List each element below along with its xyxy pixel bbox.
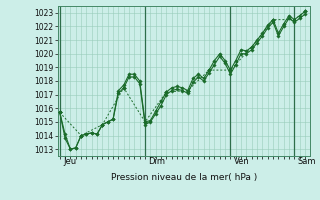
Text: Dim: Dim [148,156,165,166]
X-axis label: Pression niveau de la mer( hPa ): Pression niveau de la mer( hPa ) [111,173,257,182]
Text: Ven: Ven [234,156,249,166]
Text: Jeu: Jeu [63,156,76,166]
Text: Sam: Sam [298,156,316,166]
